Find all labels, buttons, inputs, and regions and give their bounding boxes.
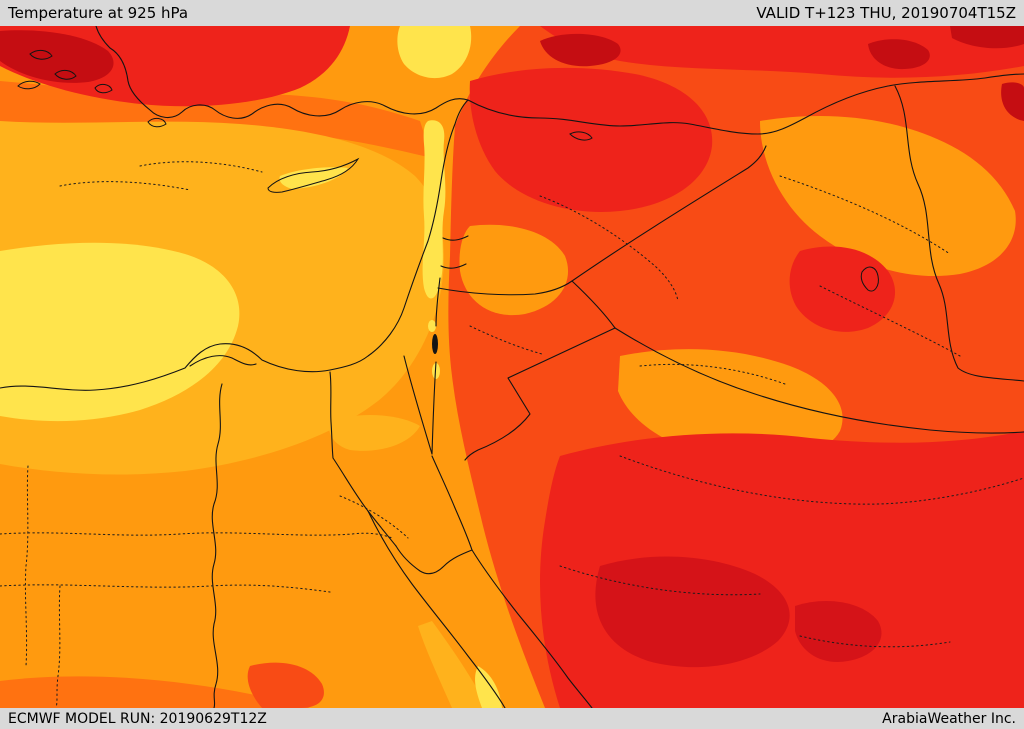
border-suez-canal xyxy=(329,371,334,459)
region-north-saudi-orange xyxy=(618,349,843,461)
region-hotspot-ne-dark-red xyxy=(868,39,930,70)
temperature-map xyxy=(0,26,1024,708)
islands-aegean xyxy=(17,49,167,128)
river-nile xyxy=(211,383,223,708)
region-levant-coast-yellow xyxy=(422,120,446,299)
region-hotspot-south-crimson-2 xyxy=(795,601,882,662)
region-redsea-yellow-spot xyxy=(475,666,502,708)
region-cyprus-yellow xyxy=(279,167,348,189)
border-jordan-saudi xyxy=(464,327,616,461)
river-nile-delta xyxy=(189,355,257,367)
dotted-boundaries-group xyxy=(0,161,1024,708)
dotted-admin-egypt-4 xyxy=(24,465,29,667)
border-lebanon xyxy=(440,235,469,269)
coast-red-sea-east xyxy=(471,549,593,708)
island-cyprus xyxy=(267,157,360,193)
lake-dead-sea xyxy=(432,334,438,354)
region-hotspot-aegean-dark-red xyxy=(0,30,114,83)
border-jordan-syria xyxy=(437,280,573,296)
dotted-admin-egypt-3 xyxy=(55,585,61,708)
brand-label: ArabiaWeather Inc. xyxy=(882,710,1016,727)
map-title: Temperature at 925 hPa xyxy=(8,4,189,22)
border-jordan-valley xyxy=(431,277,441,455)
region-syria-red xyxy=(469,67,713,212)
border-iraq-saudi xyxy=(614,327,1024,434)
coast-gulf-of-aqaba xyxy=(431,455,473,551)
model-run-label: ECMWF MODEL RUN: 20190629T12Z xyxy=(8,710,267,727)
region-bottom-left-deep-orange xyxy=(0,676,310,708)
coast-mediterranean xyxy=(0,26,469,391)
border-iraq-iran xyxy=(894,85,1024,382)
coast-red-sea-west xyxy=(367,510,506,708)
dotted-admin-egypt-1 xyxy=(0,532,393,539)
region-egypt-yellow xyxy=(0,242,240,422)
lake-tharthar xyxy=(860,266,879,292)
dotted-admin-iraq xyxy=(779,175,961,357)
lake-assad xyxy=(569,131,593,141)
dotted-admin-syria xyxy=(539,195,679,302)
region-jordan-valley-yellow-spot xyxy=(428,320,436,332)
region-top-coast-yellow xyxy=(397,26,472,79)
dotted-admin-south xyxy=(559,565,951,648)
dotted-admin-north-saudi xyxy=(619,455,1024,505)
valid-time-label: VALID T+123 THU, 20190704T15Z xyxy=(756,4,1016,22)
border-jordan-iraq xyxy=(571,280,616,329)
region-hotspot-south-crimson-1 xyxy=(595,556,790,668)
temperature-field-svg xyxy=(0,26,1024,708)
region-deadsea-yellow-spot xyxy=(432,363,440,379)
region-northeast-orange xyxy=(760,116,1016,277)
region-redsea-amber-strip xyxy=(418,621,488,708)
header-bar: Temperature at 925 hPa VALID T+123 THU, … xyxy=(0,0,1024,26)
region-top-deep-orange xyxy=(0,81,432,158)
border-turkey xyxy=(467,73,1024,135)
solid-borders-group xyxy=(0,26,1024,708)
region-bottom-center-red-orange xyxy=(247,662,324,708)
region-iraq-red xyxy=(789,246,896,332)
dotted-admin-egypt-2 xyxy=(0,584,331,593)
region-hotspot-right-edge-dark-red xyxy=(1001,82,1024,121)
border-egypt-israel xyxy=(403,355,433,455)
footer-bar: ECMWF MODEL RUN: 20190629T12Z ArabiaWeat… xyxy=(0,708,1024,729)
islands-lakes-group xyxy=(17,49,879,354)
border-syria-iraq xyxy=(571,145,767,282)
coast-sinai-tip xyxy=(395,545,473,575)
region-hotspot-north-syria-dark-red xyxy=(540,33,621,67)
dotted-sea-contours xyxy=(59,161,263,191)
dotted-admin-jordan xyxy=(469,325,543,355)
region-hotspot-top-right-dark-red xyxy=(950,26,1024,49)
region-sinai-amber xyxy=(329,414,420,451)
